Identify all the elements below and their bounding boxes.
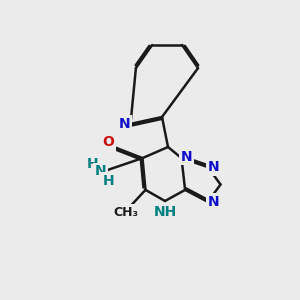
Text: N: N: [95, 164, 106, 178]
Text: H: H: [87, 157, 99, 170]
Text: N: N: [208, 195, 219, 209]
Text: N: N: [208, 160, 219, 174]
Text: NH: NH: [153, 205, 177, 218]
Text: N: N: [119, 117, 130, 131]
Text: N: N: [181, 150, 193, 164]
Text: H: H: [103, 174, 114, 188]
Text: CH₃: CH₃: [113, 206, 139, 219]
Text: O: O: [102, 136, 114, 149]
